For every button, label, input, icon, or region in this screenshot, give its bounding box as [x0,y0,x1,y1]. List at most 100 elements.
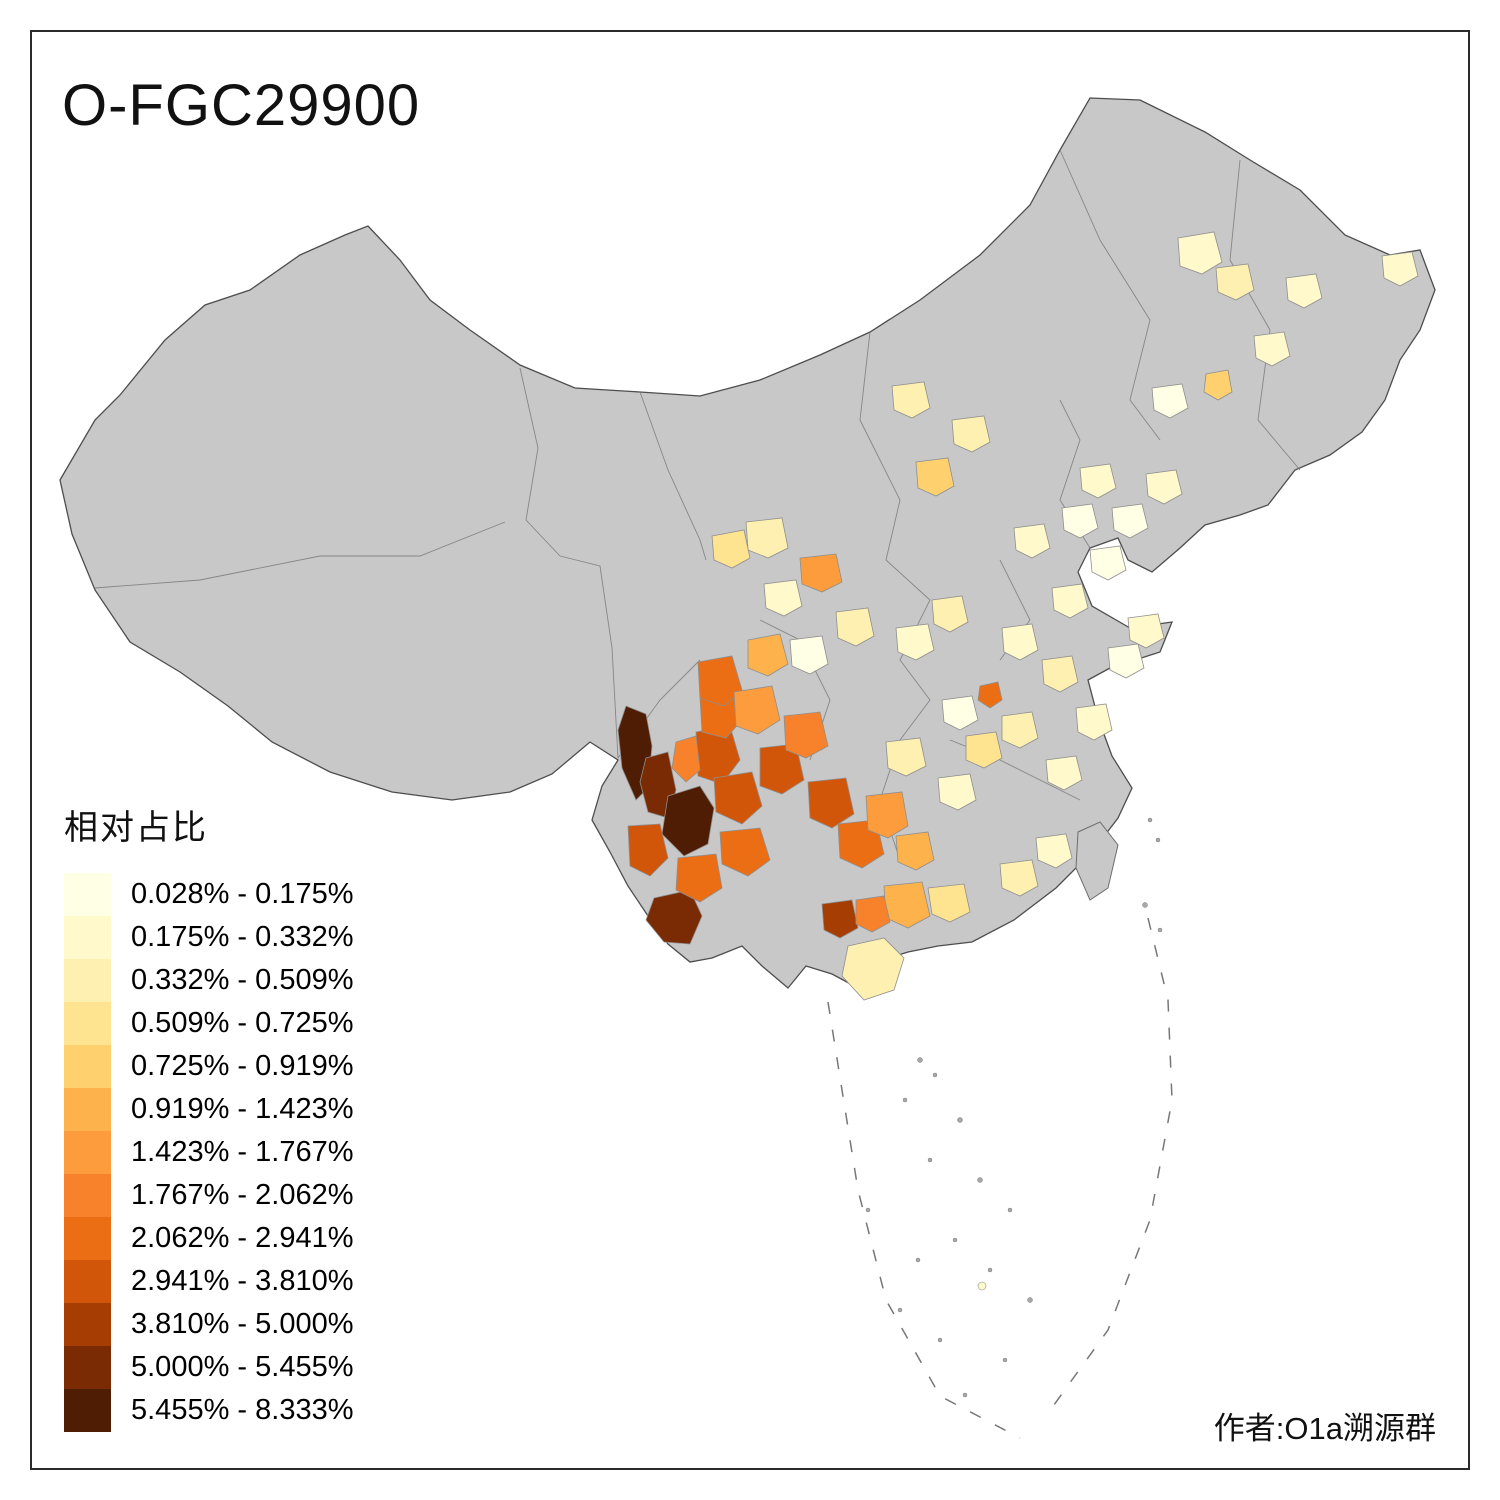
small-colored-islet [977,1281,987,1291]
map-region [1177,231,1223,275]
legend-item: 0.919% - 1.423% [64,1088,353,1131]
map-region [627,823,669,877]
map-region [697,655,743,707]
legend-item: 5.000% - 5.455% [64,1346,353,1389]
legend-item: 0.725% - 0.919% [64,1045,353,1088]
map-region [1079,463,1117,499]
legend-swatch [64,1346,111,1389]
map-region [1089,545,1127,581]
legend-label: 0.332% - 0.509% [131,964,354,996]
map-region [835,607,875,647]
map-region [733,685,781,735]
legend-label: 0.725% - 0.919% [131,1050,354,1082]
map-region [891,381,931,419]
map-region [951,415,991,453]
map-region [1111,503,1149,539]
legend-swatch [64,873,111,916]
legend-label: 3.810% - 5.000% [131,1308,354,1340]
map-region [931,595,969,633]
map-region [885,737,927,777]
legend-item: 0.332% - 0.509% [64,959,353,1002]
legend-item: 2.062% - 2.941% [64,1217,353,1260]
legend-swatch [64,1002,111,1045]
legend-item: 0.175% - 0.332% [64,916,353,959]
map-region [1061,503,1099,539]
legend-swatch [64,1174,111,1217]
map-region [821,899,859,939]
legend-swatch [64,1045,111,1088]
map-region [915,457,955,497]
map-region [675,853,723,903]
regions-north [891,381,1183,539]
map-region [711,529,751,569]
map-region [719,827,771,877]
map-region [927,883,971,923]
legend-swatch [64,1217,111,1260]
regions-northeast [1151,231,1419,419]
legend-label: 5.455% - 8.333% [131,1394,354,1426]
south-china-sea-boundary [827,917,1173,1439]
map-region [895,623,935,661]
legend-swatch [64,1303,111,1346]
map-legend: 相对占比 0.028% - 0.175% 0.175% - 0.332% 0.3… [64,800,353,1432]
legend-swatch [64,1088,111,1131]
hainan-island [841,937,905,1001]
map-region [937,773,977,811]
legend-item: 5.455% - 8.333% [64,1389,353,1432]
legend-label: 0.175% - 0.332% [131,921,354,953]
legend-label: 0.028% - 0.175% [131,878,354,910]
south-sea-islets [865,817,1163,1398]
map-region [799,553,843,593]
legend-item: 0.028% - 0.175% [64,873,353,916]
legend-swatch [64,916,111,959]
map-region [747,633,789,677]
regions-south [807,777,1073,939]
legend-swatch [64,1389,111,1432]
map-region [783,711,829,759]
regions-southwest [617,691,771,945]
legend-label: 0.919% - 1.423% [131,1093,354,1125]
legend-item: 2.941% - 3.810% [64,1260,353,1303]
province-boundaries [94,149,1301,861]
map-region [763,579,803,617]
map-region [1107,643,1145,679]
map-region [1013,523,1051,559]
page-title: O-FGC29900 [62,73,421,138]
map-region [855,895,891,933]
author-credit: 作者:O1a溯源群 [1213,1411,1436,1446]
legend-item: 1.767% - 2.062% [64,1174,353,1217]
legend-label: 1.423% - 1.767% [131,1136,354,1168]
legend-item: 3.810% - 5.000% [64,1303,353,1346]
map-region [1381,251,1419,287]
taiwan-island [1075,821,1119,901]
map-region [1041,655,1079,693]
map-region [1051,583,1089,619]
map-region [895,831,935,871]
map-region [977,681,1003,709]
map-region [1253,331,1291,367]
map-region [1127,613,1165,649]
legend-label: 0.509% - 0.725% [131,1007,354,1039]
map-region [1215,263,1255,301]
legend-swatch [64,959,111,1002]
map-region [1001,711,1039,749]
legend-label: 2.941% - 3.810% [131,1265,354,1297]
legend-label: 2.062% - 2.941% [131,1222,354,1254]
legend-swatch [64,1131,111,1174]
map-region [1075,703,1113,741]
map-region [713,771,763,825]
legend-title: 相对占比 [64,809,208,847]
map-region [865,791,909,839]
legend-label: 5.000% - 5.455% [131,1351,354,1383]
map-region [807,777,855,829]
map-region [789,635,829,675]
legend-item: 0.509% - 0.725% [64,1002,353,1045]
map-region [671,735,701,783]
map-region [965,731,1003,769]
legend-item: 1.423% - 1.767% [64,1131,353,1174]
map-region [1285,273,1323,309]
map-region [941,695,979,731]
regions-central-east [885,503,1165,811]
map-region [1001,623,1039,661]
